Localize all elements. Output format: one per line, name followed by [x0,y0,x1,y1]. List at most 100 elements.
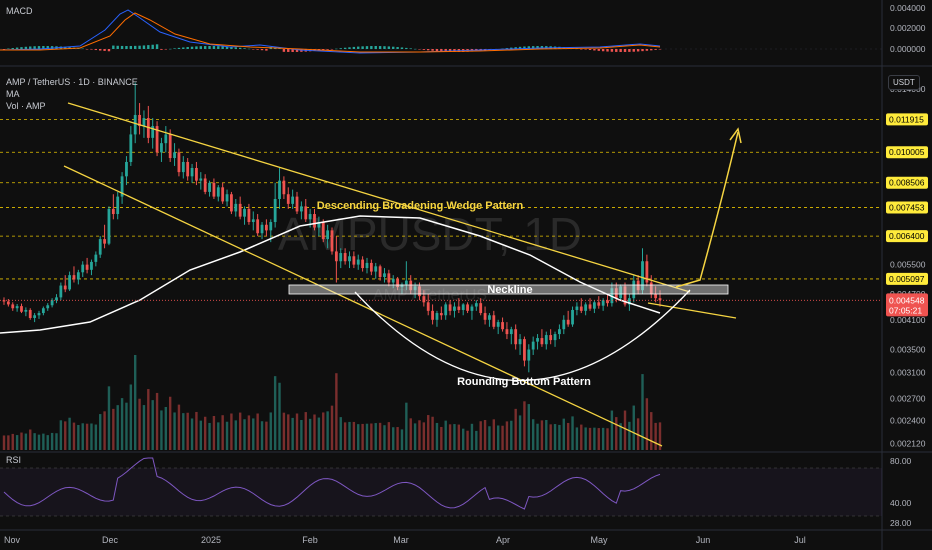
volume-bar [85,423,89,450]
candle-body [374,266,378,272]
volume-bar [623,410,627,450]
candle-body [391,278,395,283]
macd-bar [510,47,513,49]
target-level-tag [886,230,928,243]
wedge-upper-line [67,102,691,293]
volume-bar [256,413,259,450]
candle-body [536,338,539,342]
macd-bar [37,46,41,49]
candle-body [549,335,553,341]
candle-body [431,310,434,320]
volume-bar [422,422,426,450]
candles [2,82,662,373]
macd-bar [260,49,264,51]
macd-bar [238,47,242,49]
volume-bar [164,407,168,450]
volume-bar [496,425,500,450]
volume-bar [343,422,347,450]
macd-bar [580,49,583,50]
symbol-title: AMP / TetherUS · 1D · BINANCE [6,77,138,87]
candle-body [400,284,404,288]
volume-bar [265,421,268,450]
volume-bar [64,421,67,450]
macd-bar [160,49,163,50]
macd-bar [33,46,36,49]
volume-bar [615,417,618,450]
candle-body [212,182,216,197]
target-projection-line [675,131,739,288]
macd-bar [536,46,539,49]
macd-bar [225,46,229,49]
macd-bar [422,49,426,50]
macd-bar [155,44,159,49]
volume-bar [370,423,373,450]
candle-body [243,208,246,217]
volume-bar [247,415,251,450]
candle-body [98,239,102,255]
macd-bar [365,46,369,49]
macd-bar [107,49,111,52]
candle-body [453,306,456,311]
candle-body [483,313,487,320]
volume-bar [396,427,399,450]
candle-body [6,301,10,305]
candle-body [623,286,627,305]
volume-bar [103,411,106,450]
macd-bar [42,46,45,49]
macd-bar [531,46,535,49]
volume-bar [462,428,465,450]
volume-bar [540,420,544,450]
volume-bar [2,435,6,450]
volume-bar [24,433,28,450]
candle-body [518,339,522,345]
macd-bar [623,49,627,52]
candle-body [330,230,334,252]
candle-body [107,208,111,244]
candle-body [265,224,268,231]
candle-body [120,176,124,197]
candle-body [627,298,631,305]
candle-body [523,339,526,361]
macd-bar [636,49,640,52]
target-level-value: 0.010005 [889,147,925,157]
volume-bar [55,433,58,450]
x-axis-label: Mar [393,535,409,545]
target-level-value: 0.006400 [889,231,925,241]
volume-bar [273,376,277,450]
candle-body [619,286,623,299]
candle-body [645,261,649,283]
macd-bar [81,48,84,50]
volume-bar [435,422,439,450]
macd-bar [230,46,233,49]
currency-button[interactable]: USDT [888,75,920,90]
price-tick-label: 0.002400 [890,415,926,425]
volume-bar [199,420,202,450]
volume-bar [440,426,443,450]
candle-body [142,118,146,127]
candle-body [579,306,583,311]
candle-body [278,180,281,199]
candle-body [479,303,483,314]
volume-bar [42,433,45,450]
volume-bar [29,429,32,450]
candle-body [24,309,28,312]
x-axis-label: Dec [102,535,119,545]
candle-body [94,254,98,262]
macd-tick-label: 0.000000 [890,44,926,54]
candle-body [225,194,229,202]
macd-bar [203,46,207,49]
candle-body [413,286,417,291]
volume-bar [177,404,181,450]
volume-bar [59,420,63,450]
target-level-value: 0.007453 [889,203,925,213]
candle-body [313,214,316,228]
volume-bar [361,423,364,450]
candle-body [299,206,303,212]
volume-bar [125,402,128,450]
volume-bar [252,418,255,450]
macd-bar [628,49,631,52]
candle-body [387,273,391,283]
moving-average-line [0,215,661,334]
macd-line [0,9,661,54]
